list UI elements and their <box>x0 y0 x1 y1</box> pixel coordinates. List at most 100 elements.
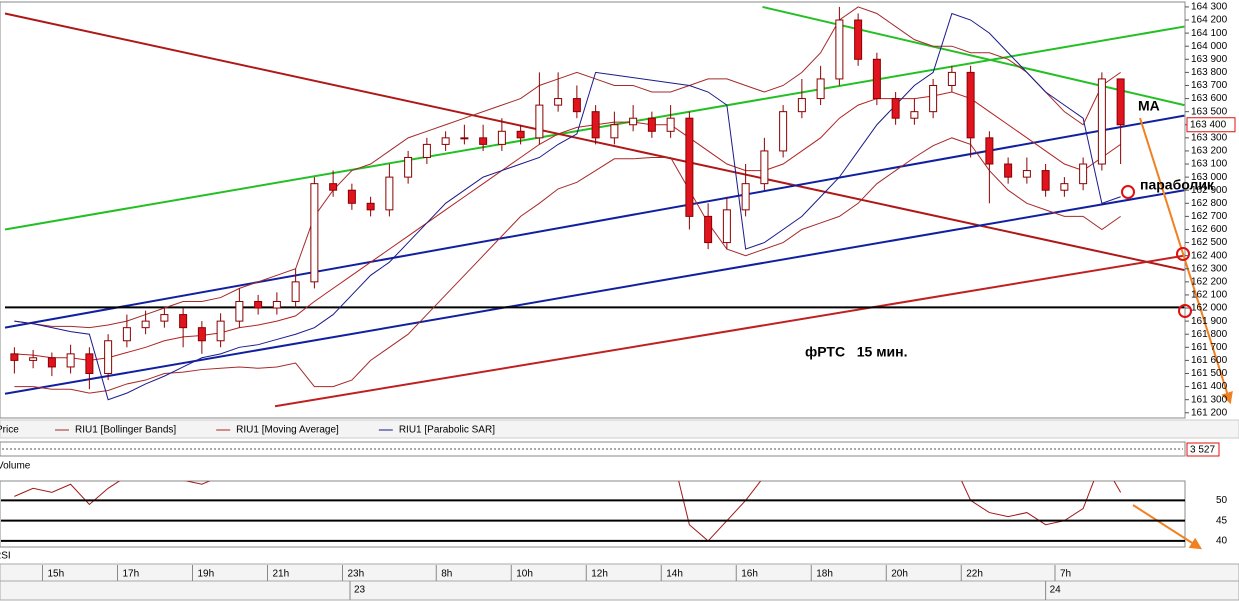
volume-last-label: 3 527 <box>1190 445 1215 456</box>
candle-body <box>179 314 188 329</box>
legend-label: RIU1 [Bollinger Bands] <box>75 425 176 436</box>
volume-panel <box>0 441 1186 457</box>
x-tick-label: 8h <box>441 569 452 580</box>
y-tick-label: 164 200 <box>1191 15 1228 26</box>
x-tick-label: 17h <box>123 569 140 580</box>
candle-body <box>722 209 731 244</box>
rsi-arrow <box>1132 504 1203 550</box>
marker-circle <box>1121 185 1135 199</box>
volume-title: Volume <box>0 461 31 472</box>
candle-body <box>816 78 825 100</box>
candle-body <box>404 156 413 178</box>
rsi-plot <box>14 481 1122 542</box>
candle-body <box>85 353 94 374</box>
x-tick-label: 10h <box>516 569 533 580</box>
y-tick-label: 163 100 <box>1191 159 1228 170</box>
candle-body <box>122 327 131 342</box>
x-tick-label: 15h <box>48 569 65 580</box>
x-tick-label: 14h <box>666 569 683 580</box>
candle-body <box>291 281 300 302</box>
candle-body <box>591 111 600 139</box>
y-tick-label: 162 300 <box>1191 263 1228 274</box>
x-tick-label: 16h <box>741 569 758 580</box>
annotation: MA <box>1138 98 1160 114</box>
candle-body <box>422 143 431 158</box>
candle-body <box>629 117 638 126</box>
y-tick-label: 161 300 <box>1191 394 1228 405</box>
candle-body <box>254 300 263 309</box>
y-tick-label: 163 800 <box>1191 67 1228 78</box>
y-tick-label: 162 000 <box>1191 303 1228 314</box>
candle-body <box>235 300 244 322</box>
y-tick-label: 161 700 <box>1191 342 1228 353</box>
candle-body <box>779 111 788 152</box>
candle-body <box>216 320 225 342</box>
x-tick-label: 7h <box>1060 569 1071 580</box>
rsi-title: RSI <box>0 551 11 562</box>
bollinger-upper <box>14 6 1121 329</box>
candle-body <box>985 137 994 165</box>
x-tick-label: 22h <box>966 569 983 580</box>
rsi-line <box>14 481 1122 542</box>
candle-body <box>1022 170 1031 178</box>
marker-circle <box>1176 247 1190 261</box>
candle-body <box>1041 170 1050 191</box>
candle-body <box>47 357 56 368</box>
trend-line <box>274 254 1185 408</box>
candle-body <box>141 320 150 329</box>
x-tick-label: 20h <box>891 569 908 580</box>
candle-body <box>272 300 281 309</box>
y-tick-label: 163 300 <box>1191 132 1228 143</box>
candle-body <box>366 202 375 211</box>
candle-body <box>10 353 19 361</box>
candle-body <box>1060 183 1069 191</box>
y-tick-label: 162 400 <box>1191 250 1228 261</box>
candle-body <box>1079 163 1088 185</box>
y-tick-label: 161 500 <box>1191 368 1228 379</box>
y-tick-label: 162 700 <box>1191 211 1228 222</box>
candle-body <box>572 98 581 113</box>
y-tick-label: 162 600 <box>1191 224 1228 235</box>
candle-body <box>966 71 975 139</box>
y-tick-label: 162 100 <box>1191 290 1228 301</box>
y-tick-label: 161 600 <box>1191 355 1228 366</box>
legend-price: Price <box>0 425 19 436</box>
candle-body <box>929 84 938 113</box>
legend-row <box>0 419 1239 439</box>
y-tick-label: 163 500 <box>1191 106 1228 117</box>
rsi-tick-label: 45 <box>1216 515 1228 526</box>
candle-body <box>872 58 881 100</box>
candle-body <box>741 183 750 211</box>
time-axis <box>0 563 1239 601</box>
y-tick-label: 161 900 <box>1191 316 1228 327</box>
annotation: параболик <box>1140 177 1215 193</box>
candle-body <box>460 137 469 140</box>
candle-body <box>385 176 394 211</box>
candle-body <box>66 353 75 368</box>
candle-body <box>29 357 38 361</box>
y-tick-label: 164 000 <box>1191 41 1228 52</box>
candle-body <box>854 19 863 60</box>
candle-body <box>1116 78 1125 126</box>
candle-body <box>647 117 656 132</box>
y-tick-label: 164 300 <box>1191 2 1228 13</box>
candle-body <box>685 117 694 217</box>
candle-body <box>760 150 769 185</box>
y-tick-label: 161 400 <box>1191 381 1228 392</box>
bollinger-lower <box>14 137 1121 394</box>
trend-line <box>4 189 1185 395</box>
x-tick-label: 23h <box>348 569 365 580</box>
y-tick-label: 162 800 <box>1191 198 1228 209</box>
rsi-tick-label: 50 <box>1216 495 1228 506</box>
candle-body <box>797 98 806 113</box>
candle-body <box>310 183 319 283</box>
volume-last-box <box>1186 442 1220 457</box>
y-tick-label: 162 500 <box>1191 237 1228 248</box>
y-tick-label: 162 900 <box>1191 185 1228 196</box>
rsi-tick-label: 40 <box>1216 536 1228 547</box>
last-price-box <box>1186 117 1236 133</box>
candle-body <box>160 314 169 322</box>
rsi-panel <box>0 480 1186 548</box>
y-tick-label: 161 200 <box>1191 407 1228 418</box>
x-tick-label: 21h <box>273 569 290 580</box>
